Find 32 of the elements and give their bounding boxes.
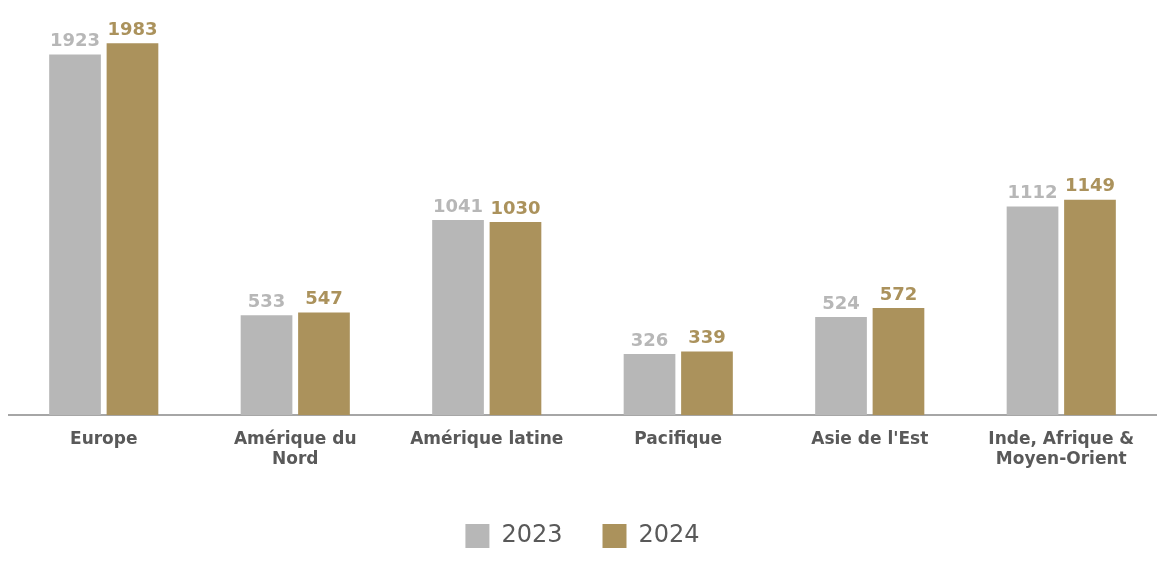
bar bbox=[298, 312, 350, 416]
legend-label: 2023 bbox=[501, 520, 563, 549]
data-label: 1983 bbox=[107, 17, 158, 39]
data-label: 1149 bbox=[1064, 174, 1116, 196]
bar bbox=[872, 307, 925, 416]
x-tick-label: Amérique du Nord bbox=[233, 427, 357, 469]
data-label: 1030 bbox=[490, 196, 541, 218]
data-label: 1112 bbox=[1007, 181, 1058, 203]
x-tick-label: Inde, Afrique & Moyen-Orient bbox=[988, 427, 1135, 469]
bar bbox=[489, 221, 542, 416]
bar bbox=[240, 315, 293, 416]
bar bbox=[49, 54, 101, 416]
bar bbox=[1064, 199, 1116, 416]
x-tick-label: Amérique latine bbox=[410, 427, 564, 448]
data-label: 339 bbox=[688, 326, 726, 348]
bar bbox=[623, 354, 676, 416]
x-tick-label: Pacifique bbox=[634, 427, 723, 448]
data-label: 533 bbox=[247, 289, 286, 311]
x-tick-label: Europe bbox=[70, 427, 138, 448]
legend-label: 2024 bbox=[638, 520, 700, 549]
data-label: 1041 bbox=[432, 194, 484, 216]
data-label: 1923 bbox=[49, 29, 101, 51]
bar bbox=[815, 316, 867, 416]
data-label: 547 bbox=[305, 287, 343, 309]
bar bbox=[106, 43, 159, 416]
data-label: 524 bbox=[822, 291, 860, 313]
bar bbox=[681, 351, 733, 416]
data-label: 326 bbox=[630, 328, 669, 350]
data-label: 572 bbox=[879, 282, 918, 304]
bar bbox=[1006, 206, 1059, 416]
bar bbox=[432, 219, 484, 416]
x-tick-label: Asie de l'Est bbox=[811, 427, 929, 448]
